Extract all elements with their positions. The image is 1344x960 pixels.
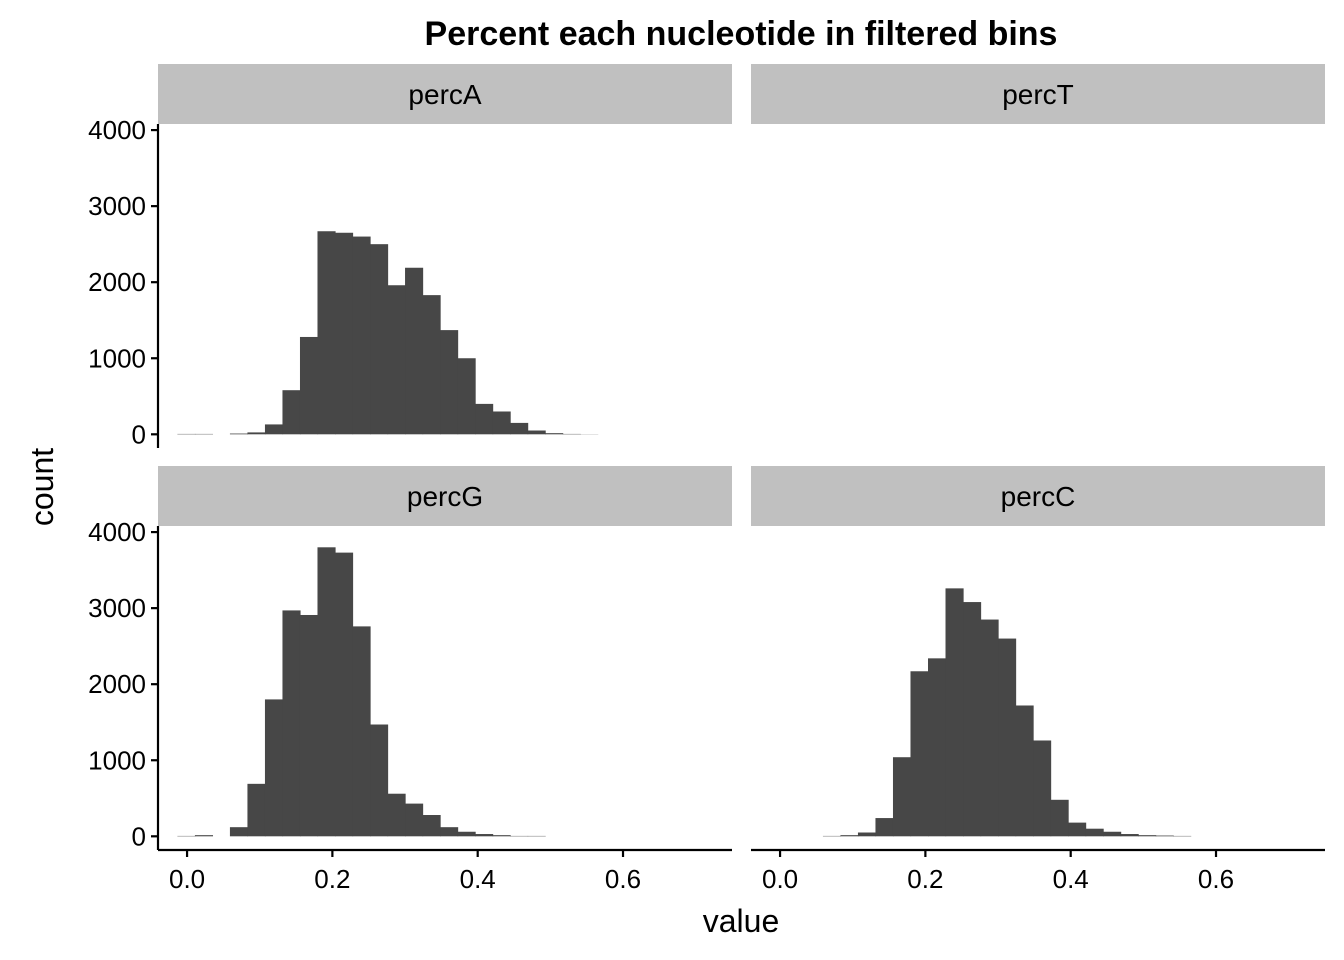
histogram-bar <box>405 803 424 837</box>
x-tick-label: 0.6 <box>1198 864 1234 894</box>
histogram-bar <box>892 757 912 837</box>
histogram-bar <box>440 330 459 435</box>
y-tick-label: 2000 <box>88 267 146 297</box>
histogram-bar <box>299 336 319 435</box>
strip-label: percC <box>1001 481 1076 512</box>
strip-percC <box>751 466 1325 526</box>
histogram-bar <box>352 626 371 837</box>
histogram-bar <box>405 267 424 435</box>
histogram-bar <box>1015 705 1034 837</box>
histogram-bar <box>963 602 982 837</box>
histogram-bar <box>840 835 859 837</box>
chart-title: Percent each nucleotide in filtered bins <box>425 15 1058 53</box>
panel-percG: percG 0 1000 2000 3000 4000 0.0 0.2 0.4 0.6 <box>88 466 732 894</box>
x-tick-label: 0.0 <box>169 864 205 894</box>
y-tick-label: 0 <box>132 821 146 851</box>
histogram-bar <box>980 619 999 837</box>
x-tick-label: 0.4 <box>1053 864 1089 894</box>
bars <box>177 547 546 837</box>
y-tick-label: 0 <box>132 419 146 449</box>
histogram-bar <box>510 422 529 435</box>
histogram-bar <box>387 285 406 435</box>
histogram-bar <box>1050 799 1069 837</box>
histogram-bar <box>875 818 894 837</box>
histogram-bar <box>492 411 511 435</box>
histogram-bar <box>492 835 511 837</box>
histogram-bar <box>1155 835 1174 837</box>
histogram-bar <box>370 724 389 837</box>
histogram-bar <box>1120 834 1139 837</box>
histogram-bar <box>457 358 476 435</box>
x-tick-label: 0.2 <box>314 864 350 894</box>
y-tick-label: 4000 <box>88 517 146 547</box>
histogram-bar <box>282 390 301 435</box>
histogram-bar <box>422 295 441 435</box>
y-tick-label: 3000 <box>88 593 146 623</box>
panel-percA: percA 0 1000 2000 3000 4000 <box>88 64 732 449</box>
x-tick-label: 0.2 <box>907 864 943 894</box>
histogram-bar <box>352 236 371 435</box>
histogram-bar <box>545 433 564 435</box>
histogram-bar <box>440 827 459 837</box>
histogram-bar <box>945 588 964 837</box>
bars <box>177 231 599 435</box>
histogram-bar <box>1033 740 1052 837</box>
histogram-bar <box>282 610 301 837</box>
x-tick-label: 0.4 <box>460 864 496 894</box>
histogram-bar <box>335 232 354 435</box>
panel-percT: percT <box>751 64 1325 124</box>
histogram-bar <box>475 403 494 435</box>
histogram-bar <box>422 815 441 837</box>
strip-label: percT <box>1002 79 1074 110</box>
strip-percG <box>158 466 732 526</box>
histogram-bar <box>335 552 354 837</box>
histogram-bar <box>247 783 266 837</box>
histogram-bar <box>229 433 249 435</box>
histogram-bar <box>910 671 929 837</box>
histogram-bar <box>527 430 546 435</box>
histogram-bar <box>475 834 494 837</box>
histogram-bar <box>299 614 319 837</box>
strip-percA <box>158 64 732 124</box>
facet-panels: percA 0 1000 2000 3000 4000 percT percG 0 1000 200… <box>88 64 1325 894</box>
y-tick-label: 2000 <box>88 669 146 699</box>
y-tick-label: 1000 <box>88 343 146 373</box>
histogram-bar <box>1068 822 1087 837</box>
histogram-bar <box>457 831 476 837</box>
histogram-bar <box>1138 835 1157 837</box>
y-tick-label: 3000 <box>88 191 146 221</box>
histogram-bar <box>998 638 1017 837</box>
histogram-bar <box>194 835 214 837</box>
x-tick-label: 0.0 <box>762 864 798 894</box>
histogram-bar <box>1103 831 1122 837</box>
histogram-bar <box>317 547 336 837</box>
y-tick-label: 1000 <box>88 745 146 775</box>
histogram-bar <box>387 793 406 837</box>
histogram-bar <box>229 827 249 837</box>
y-axis-title: count <box>24 448 60 526</box>
bars <box>822 588 1192 837</box>
strip-label: percG <box>407 481 483 512</box>
y-tick-label: 4000 <box>88 115 146 145</box>
histogram-bar <box>264 699 284 837</box>
histogram-bar <box>370 244 389 435</box>
histogram-bar <box>317 231 336 435</box>
histogram-bar <box>928 658 947 837</box>
panel-percC: percC 0.0 0.2 0.4 0.6 <box>751 466 1325 894</box>
strip-label: percA <box>408 79 481 110</box>
histogram-bar <box>264 424 284 435</box>
histogram-bar <box>247 432 266 435</box>
strip-percT <box>751 64 1325 124</box>
x-tick-label: 0.6 <box>605 864 641 894</box>
histogram-bar <box>857 832 877 837</box>
x-axis-title: value <box>703 903 780 939</box>
histogram-bar <box>1085 828 1104 837</box>
